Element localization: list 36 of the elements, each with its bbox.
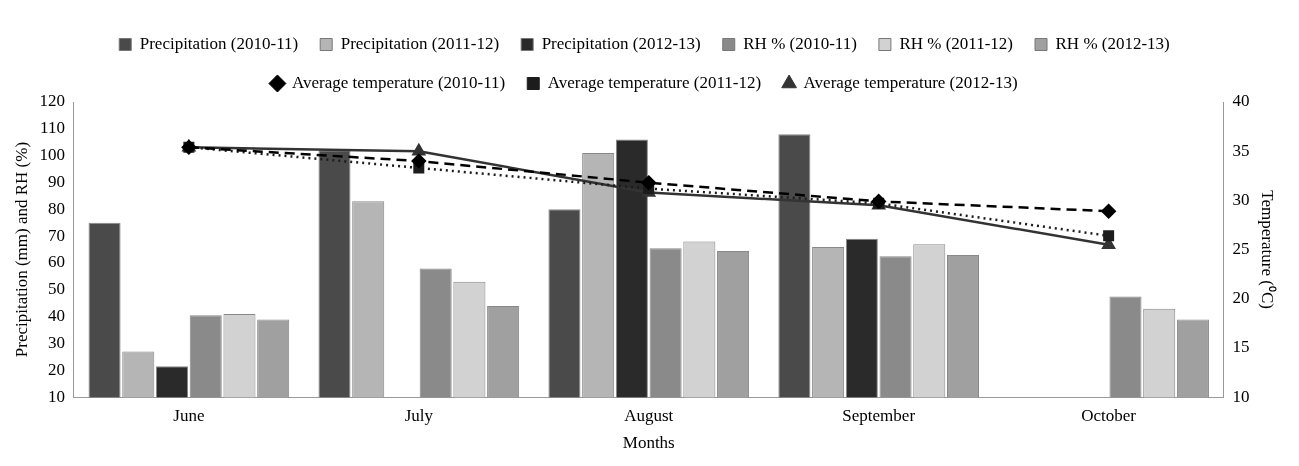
x-axis-title: Months	[622, 433, 675, 453]
y2-tick-label: 10	[1232, 386, 1250, 406]
y2-tick-label: 40	[1232, 91, 1250, 111]
y-tick-label: 50	[47, 279, 65, 299]
legend-label: Precipitation (2011-12)	[340, 33, 500, 53]
legend-label: RH % (2011-12)	[899, 33, 1014, 53]
y2-tick-label: 15	[1232, 337, 1250, 357]
x-tick-label: October	[1081, 405, 1137, 425]
y-tick-label: 120	[39, 91, 65, 111]
y2-tick-label: 20	[1232, 288, 1250, 308]
legend-label: Average temperature (2012-13)	[803, 72, 1018, 92]
y-tick-label: 70	[47, 225, 65, 245]
legend-label: Average temperature (2010-11)	[291, 72, 506, 92]
y-tick-label: 10	[47, 386, 65, 406]
y2-tick-label: 35	[1232, 140, 1250, 160]
y-tick-label: 40	[47, 306, 65, 326]
y-tick-label: 20	[47, 359, 65, 379]
x-tick-label: September	[842, 405, 916, 425]
legend-label: Precipitation (2012-13)	[541, 33, 701, 53]
y-tick-label: 110	[40, 118, 65, 138]
x-tick-label: June	[173, 405, 205, 425]
y-tick-label: 90	[47, 171, 65, 191]
y2-axis-title: Temperature (⁰C)	[1258, 190, 1278, 309]
legend-label: RH % (2010-11)	[743, 33, 857, 53]
y2-tick-label: 25	[1232, 239, 1250, 259]
x-tick-label: July	[404, 405, 434, 425]
y-tick-label: 60	[47, 252, 65, 272]
y-axis-title: Precipitation (mm) and RH (%)	[11, 141, 31, 358]
legend-label: Average temperature (2011-12)	[547, 72, 762, 92]
y-tick-label: 80	[47, 198, 65, 218]
legend-label: Precipitation (2010-11)	[139, 33, 299, 53]
y-tick-label: 100	[39, 145, 65, 165]
x-tick-label: August	[624, 405, 674, 425]
legend-label: RH % (2012-13)	[1055, 33, 1170, 53]
y-tick-label: 30	[47, 333, 65, 352]
y2-tick-label: 30	[1232, 189, 1250, 209]
